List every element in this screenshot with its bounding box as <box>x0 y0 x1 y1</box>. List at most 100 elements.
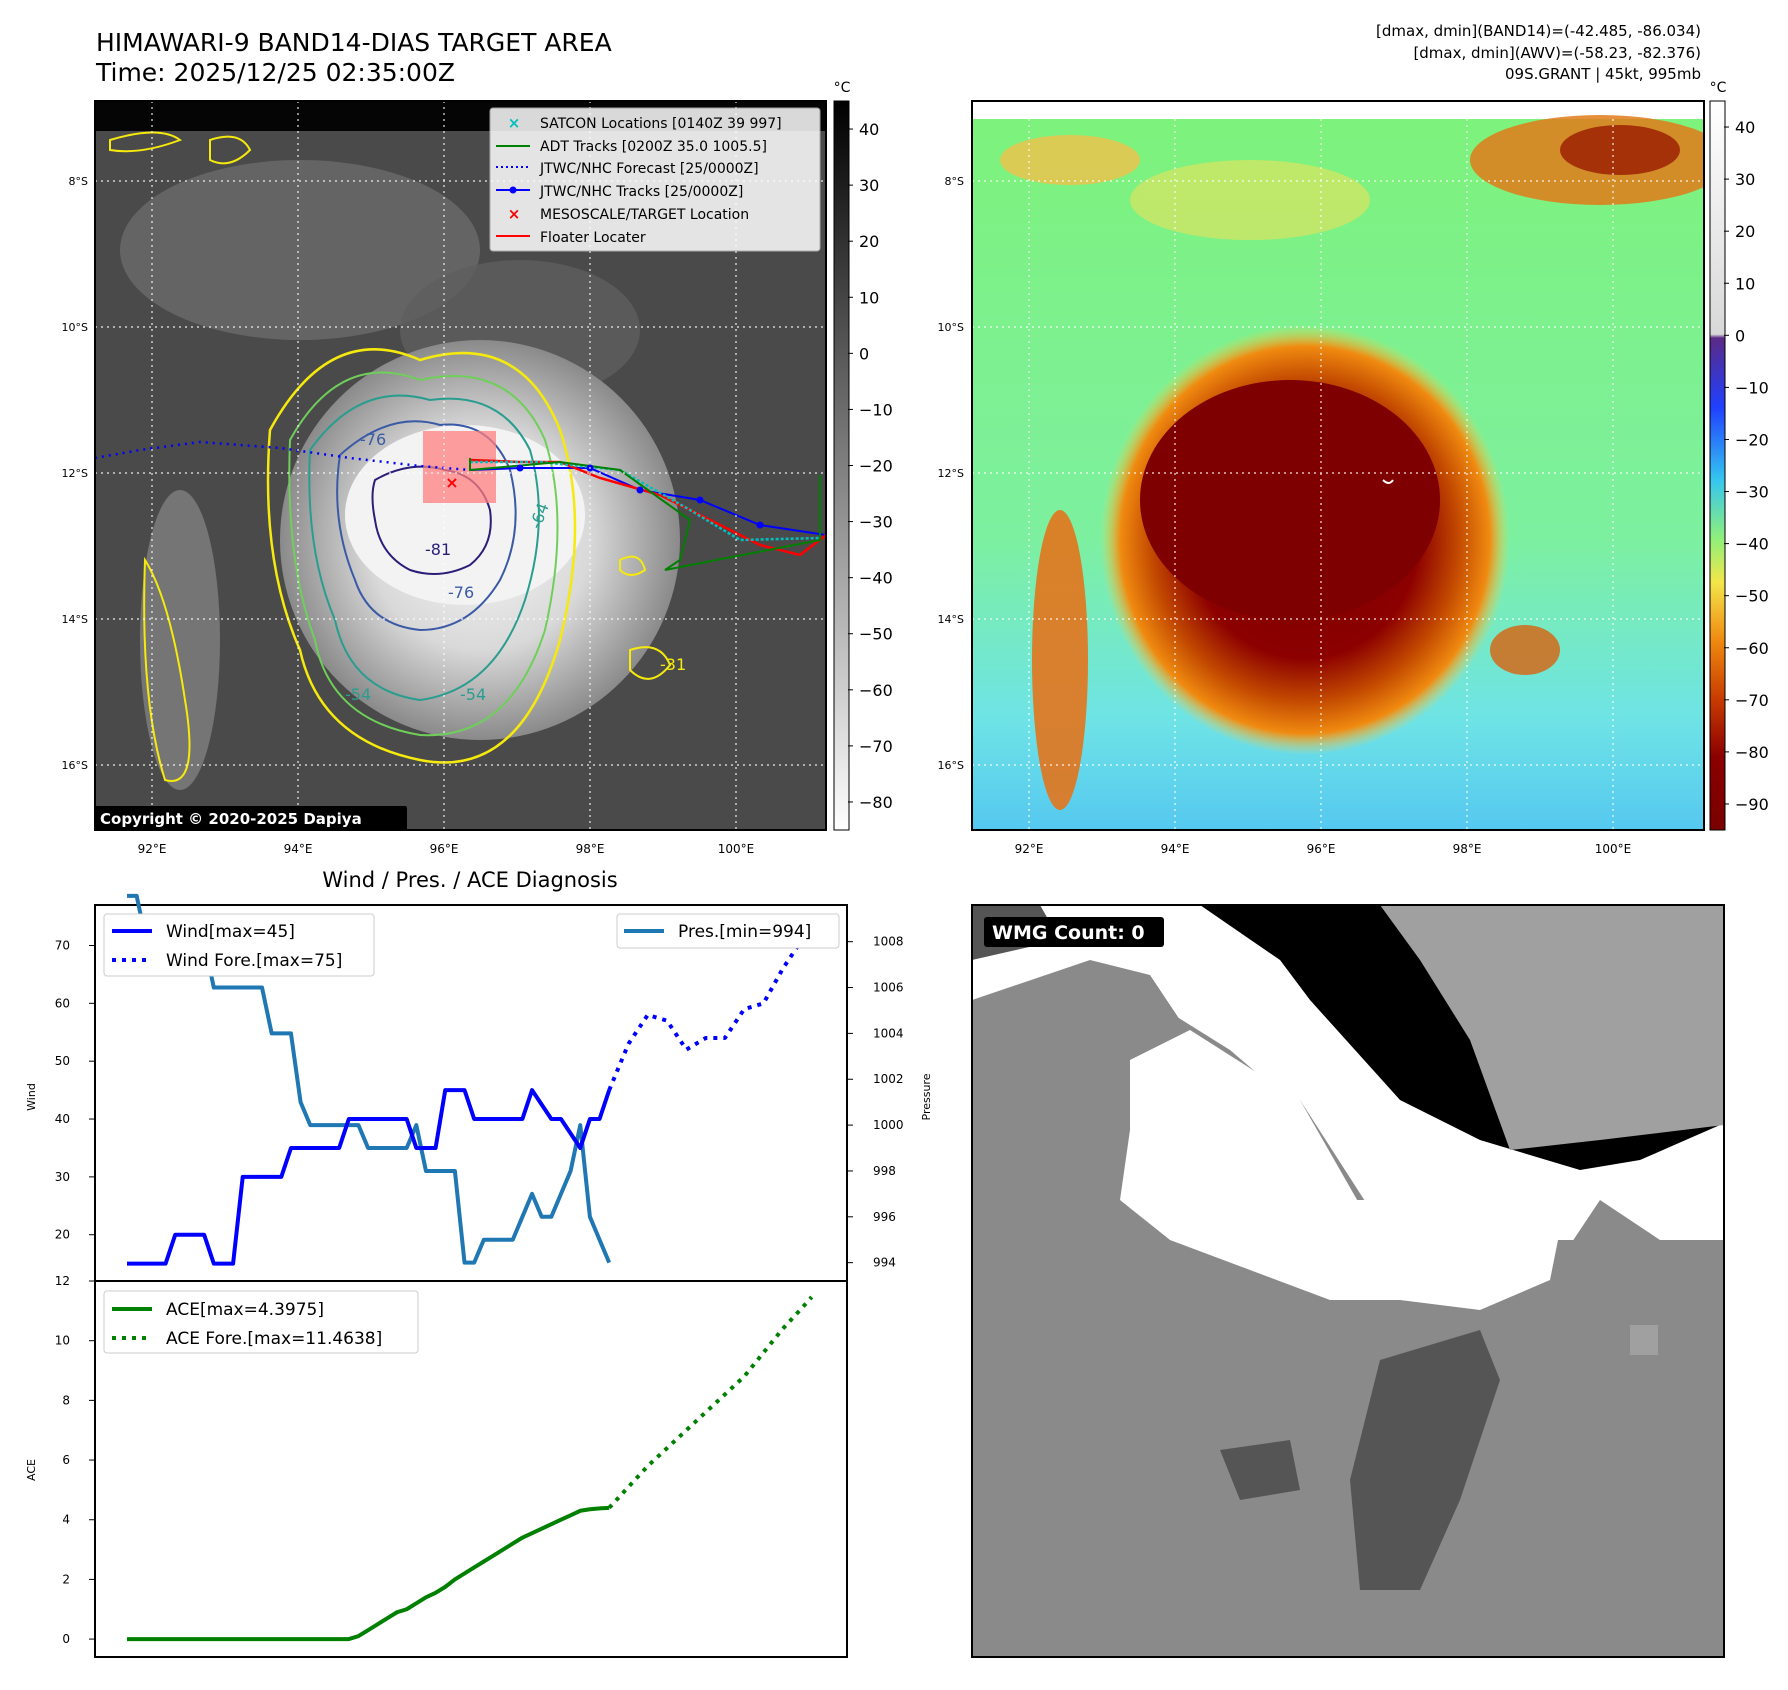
satcon-marker-icon: × <box>508 114 521 132</box>
color-map-imagery <box>972 101 1704 830</box>
pressure-ytick-label: 1006 <box>873 981 904 995</box>
ace-ytick-label: 4 <box>62 1513 70 1527</box>
colorbar-tick-label: −70 <box>859 737 893 756</box>
colorbar-tick-label: −60 <box>1735 639 1769 658</box>
ace-legend: ACE[max=4.3975] ACE Fore.[max=11.4638] <box>103 1290 419 1354</box>
lat-label: 16°S <box>938 759 964 772</box>
lat-label: 14°S <box>62 613 88 626</box>
colorbar-tick-label: −30 <box>859 513 893 532</box>
ace-ytick-label: 10 <box>55 1334 70 1348</box>
floater-locater-track <box>469 458 826 557</box>
storm-info: 09S.GRANT | 45kt, 995mb <box>1504 65 1701 83</box>
colorbar-tick-label: −40 <box>1735 535 1769 554</box>
pressure-ytick-label: 996 <box>873 1210 896 1224</box>
legend-label: ACE Fore.[max=11.4638] <box>166 1329 382 1349</box>
lat-label: 14°S <box>938 613 964 626</box>
target-marker-icon: × <box>508 205 521 223</box>
figure-title-line1: HIMAWARI-9 BAND14-DIAS TARGET AREA <box>96 28 612 57</box>
wind-ytick-label: 30 <box>55 1170 70 1184</box>
legend-label: Pres.[min=994] <box>678 922 811 942</box>
contour-label: -76 <box>360 430 386 449</box>
lon-label: 96°E <box>430 842 459 856</box>
wind-legend: Wind[max=45] Wind Fore.[max=75] <box>103 913 375 977</box>
copyright-box <box>95 806 407 830</box>
wind-ytick-label: 70 <box>55 938 70 952</box>
chart-title: Wind / Pres. / ACE Diagnosis <box>322 868 617 892</box>
wind-series-line <box>127 1088 612 1266</box>
wind-ytick-label: 20 <box>55 1228 70 1242</box>
ace-ytick-label: 8 <box>62 1393 70 1407</box>
contour-label: -54 <box>345 685 371 704</box>
lon-label: 96°E <box>1307 842 1336 856</box>
legend-label: Wind[max=45] <box>166 922 295 942</box>
pressure-ytick-label: 1002 <box>873 1072 904 1086</box>
colorbar-tick-label: −70 <box>1735 691 1769 710</box>
colorbar-tick-label: 0 <box>859 344 869 363</box>
pressure-ytick-label: 994 <box>873 1256 896 1270</box>
colorbar-tick-label: 20 <box>1735 222 1755 241</box>
lat-label: 12°S <box>62 467 88 480</box>
legend-label: Floater Locater <box>540 230 646 246</box>
lon-label: 92°E <box>138 842 167 856</box>
pressure-ytick-label: 1008 <box>873 935 904 949</box>
copyright-text: Copyright © 2020-2025 Dapiya <box>100 810 362 828</box>
legend-label: JTWC/NHC Forecast [25/0000Z] <box>539 161 759 177</box>
adt-track <box>469 458 821 571</box>
legend-label: ADT Tracks [0200Z 35.0 1005.5] <box>540 139 767 155</box>
wmg-imagery <box>972 905 1724 1657</box>
colorbar-tick-label: 40 <box>1735 118 1755 137</box>
lat-label: 16°S <box>62 759 88 772</box>
pressure-axis-label: Pressure <box>920 1073 930 1120</box>
contour-label: -76 <box>448 583 474 602</box>
ace-ytick-label: 0 <box>62 1632 70 1646</box>
legend-label: ACE[max=4.3975] <box>166 1300 324 1320</box>
ace-axis-label: ACE <box>25 1459 38 1481</box>
colorbar-tick-label: −40 <box>859 569 893 588</box>
diagnosis-chart: Wind / Pres. / ACE Diagnosis Wind Pressu… <box>25 868 930 1658</box>
colorbar-tick-label: −60 <box>859 681 893 700</box>
colorbar-tick-label: 10 <box>859 288 879 307</box>
pressure-ytick-label: 1000 <box>873 1118 904 1132</box>
colorbar-tick-label: −20 <box>859 457 893 476</box>
color-ir-map-panel: 8°S 10°S 12°S 14°S 16°S 92°E 94°E 96°E 9… <box>938 80 1769 856</box>
colorbar-tick-label: 40 <box>859 120 879 139</box>
contour-label: -81 <box>425 540 451 559</box>
lon-label: 94°E <box>1161 842 1190 856</box>
ace-ytick-label: 6 <box>62 1453 70 1467</box>
contour-label: -54 <box>460 685 486 704</box>
lat-label: 10°S <box>938 321 964 334</box>
figure-title-line2: Time: 2025/12/25 02:35:00Z <box>96 58 455 87</box>
colorbar-tick-label: −10 <box>1735 378 1769 397</box>
wind-ytick-label: 50 <box>55 1054 70 1068</box>
track-point-icon <box>509 186 517 194</box>
wmg-count-label: WMG Count: 0 <box>992 922 1145 944</box>
track-points <box>516 464 764 529</box>
colorbar-tick-label: −30 <box>1735 483 1769 502</box>
ace-series-line <box>127 1505 610 1642</box>
mesoscale-target-marker: × <box>445 473 458 492</box>
band14-range-info: [dmax, dmin](BAND14)=(-42.485, -86.034) <box>1376 22 1701 40</box>
colorbar-tick-label: −20 <box>1735 430 1769 449</box>
ace-ytick-label: 2 <box>62 1572 70 1586</box>
colorbar-tick-label: −80 <box>1735 743 1769 762</box>
colorbar-tick-label: 0 <box>1735 326 1745 345</box>
pressure-legend: Pres.[min=994] <box>616 913 840 949</box>
lat-label: 12°S <box>938 467 964 480</box>
colorbar-tick-label: 30 <box>859 176 879 195</box>
wmg-count-box <box>984 917 1164 947</box>
target-area-box <box>423 431 496 503</box>
colorbar-tick-label: −90 <box>1735 795 1769 814</box>
lon-label: 98°E <box>576 842 605 856</box>
wind-forecast-series-line <box>607 915 814 1091</box>
pressure-ytick-label: 998 <box>873 1164 896 1178</box>
colorbar-tick-label: 20 <box>859 232 879 251</box>
colorbar-tick-label: −50 <box>859 625 893 644</box>
awv-range-info: [dmax, dmin](AWV)=(-58.23, -82.376) <box>1413 44 1701 62</box>
gray-colorbar-unit: °C <box>834 80 851 96</box>
lat-label: 10°S <box>62 321 88 334</box>
lat-label: 8°S <box>945 175 964 188</box>
lon-label: 100°E <box>718 842 755 856</box>
colorbar-tick-label: −50 <box>1735 587 1769 606</box>
wind-axis-label: Wind <box>25 1083 38 1111</box>
